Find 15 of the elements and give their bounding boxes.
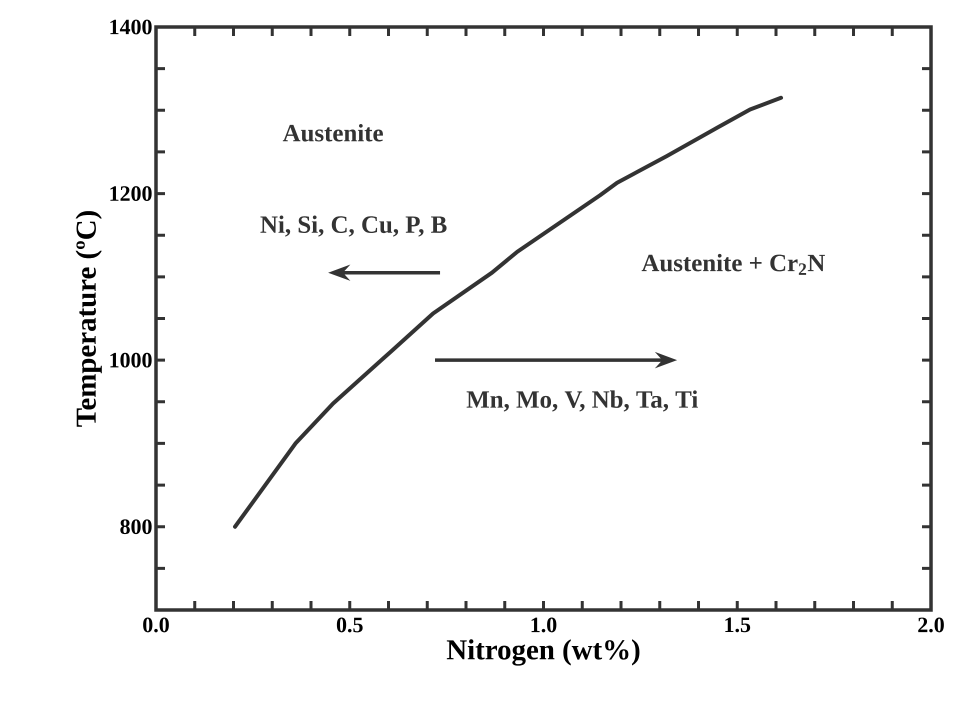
- y-tick-label: 1400: [110, 20, 152, 34]
- x-tick-label: 0.5: [336, 618, 363, 632]
- x-tick-label: 1.0: [532, 618, 556, 632]
- x-axis-title: Nitrogen (wt%): [446, 639, 640, 666]
- annotation: Mn, Mo, V, Nb, Ta, Ti: [466, 390, 698, 412]
- annotation: Austenite: [282, 124, 383, 142]
- y-tick-label: 1200: [110, 186, 152, 201]
- x-tick-label: 0.0: [143, 618, 169, 632]
- annotation: Austenite + Cr$_{2}$N: [642, 254, 825, 275]
- annotation: Ni, Si, C, Cu, P, B: [260, 215, 447, 237]
- y-tick-label: 800: [120, 519, 152, 534]
- x-tick-label: 1.5: [725, 618, 750, 632]
- x-tick-label: 2.0: [918, 618, 944, 632]
- y-tick-label: 1000: [110, 352, 152, 368]
- y-axis-title: Temperature (ºC): [76, 211, 102, 427]
